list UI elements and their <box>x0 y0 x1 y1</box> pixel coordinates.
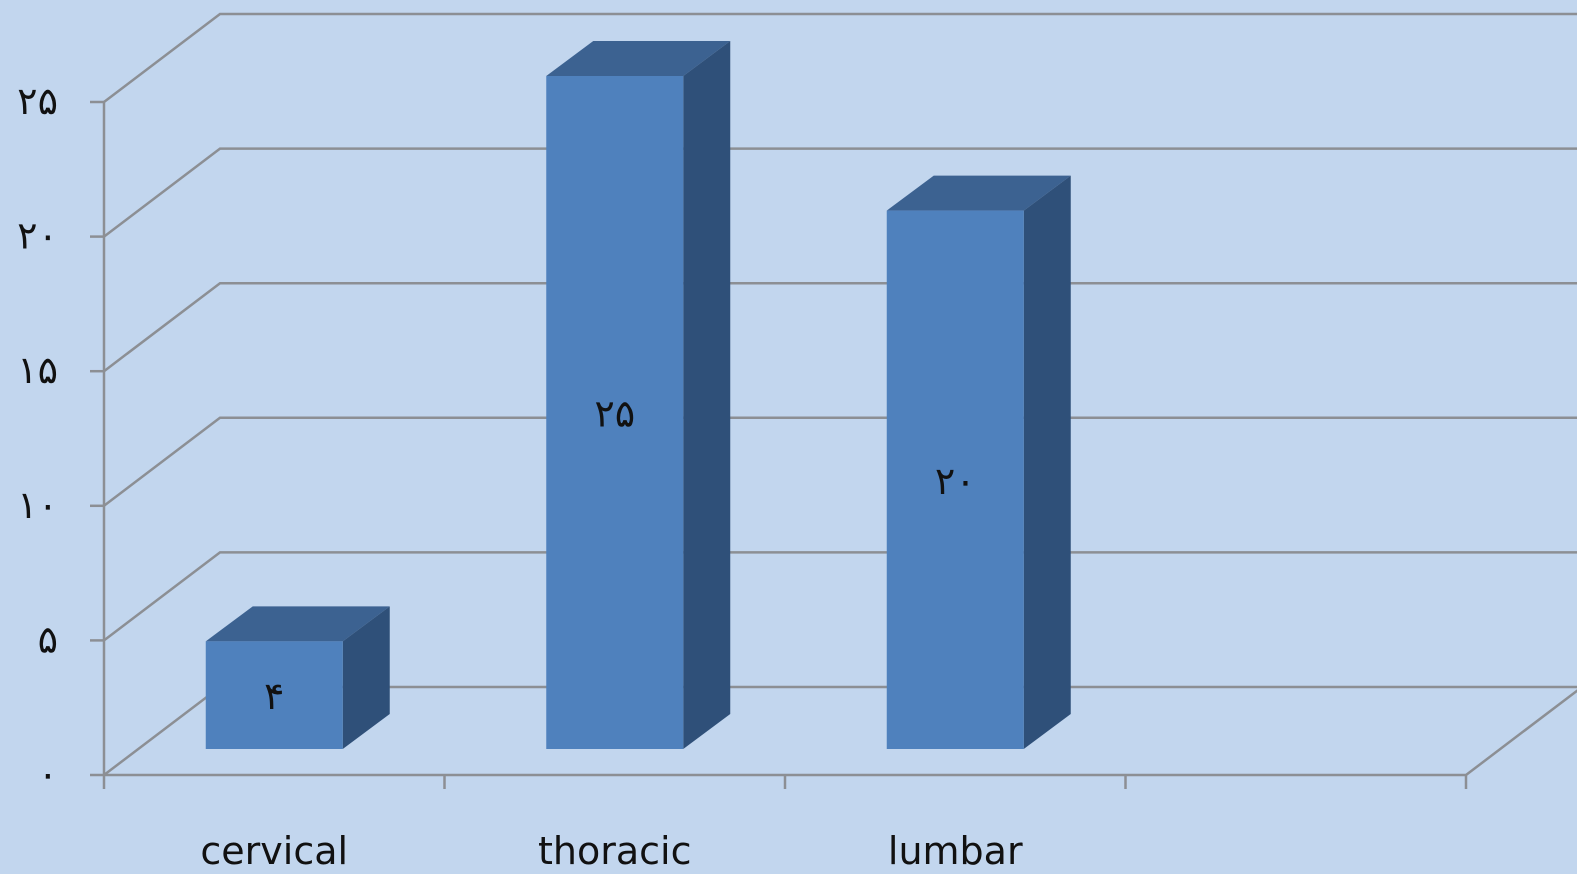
bar-front-face <box>205 641 343 749</box>
bar-lumbar: ۲۰ <box>886 175 1071 750</box>
bar-front-face <box>886 210 1024 750</box>
bar-top-face <box>546 41 731 76</box>
bar-side-face <box>1023 175 1071 750</box>
gridline <box>103 12 1577 103</box>
x-category-label: thoracic <box>538 829 691 873</box>
gridline <box>103 416 1577 507</box>
gridline <box>103 281 1577 373</box>
bar-front-face <box>546 76 684 749</box>
y-tick-label: ۱۰ <box>17 483 58 527</box>
gridline <box>103 551 1577 642</box>
y-tick-label: ۱۵ <box>17 348 58 392</box>
bar-side-face <box>342 606 390 749</box>
y-tick-label: ۲۵ <box>17 79 58 123</box>
data-label: ۲۵ <box>594 392 635 436</box>
bar-top-face <box>886 175 1071 211</box>
y-tick-label: ۲۰ <box>17 214 58 258</box>
data-label: ۲۰ <box>935 459 976 503</box>
data-label: ۴ <box>264 674 284 718</box>
bar-thoracic: ۲۵ <box>546 41 731 749</box>
x-category-label: lumbar <box>888 829 1023 873</box>
x-category-label: cervical <box>200 829 348 873</box>
y-tick-label: ۵ <box>38 617 58 661</box>
bar-top-face <box>205 606 390 642</box>
gridline <box>103 147 1577 238</box>
bar-cervical: ۴ <box>205 606 390 749</box>
y-tick-label: ۰ <box>38 752 58 796</box>
bar-side-face <box>683 41 731 749</box>
